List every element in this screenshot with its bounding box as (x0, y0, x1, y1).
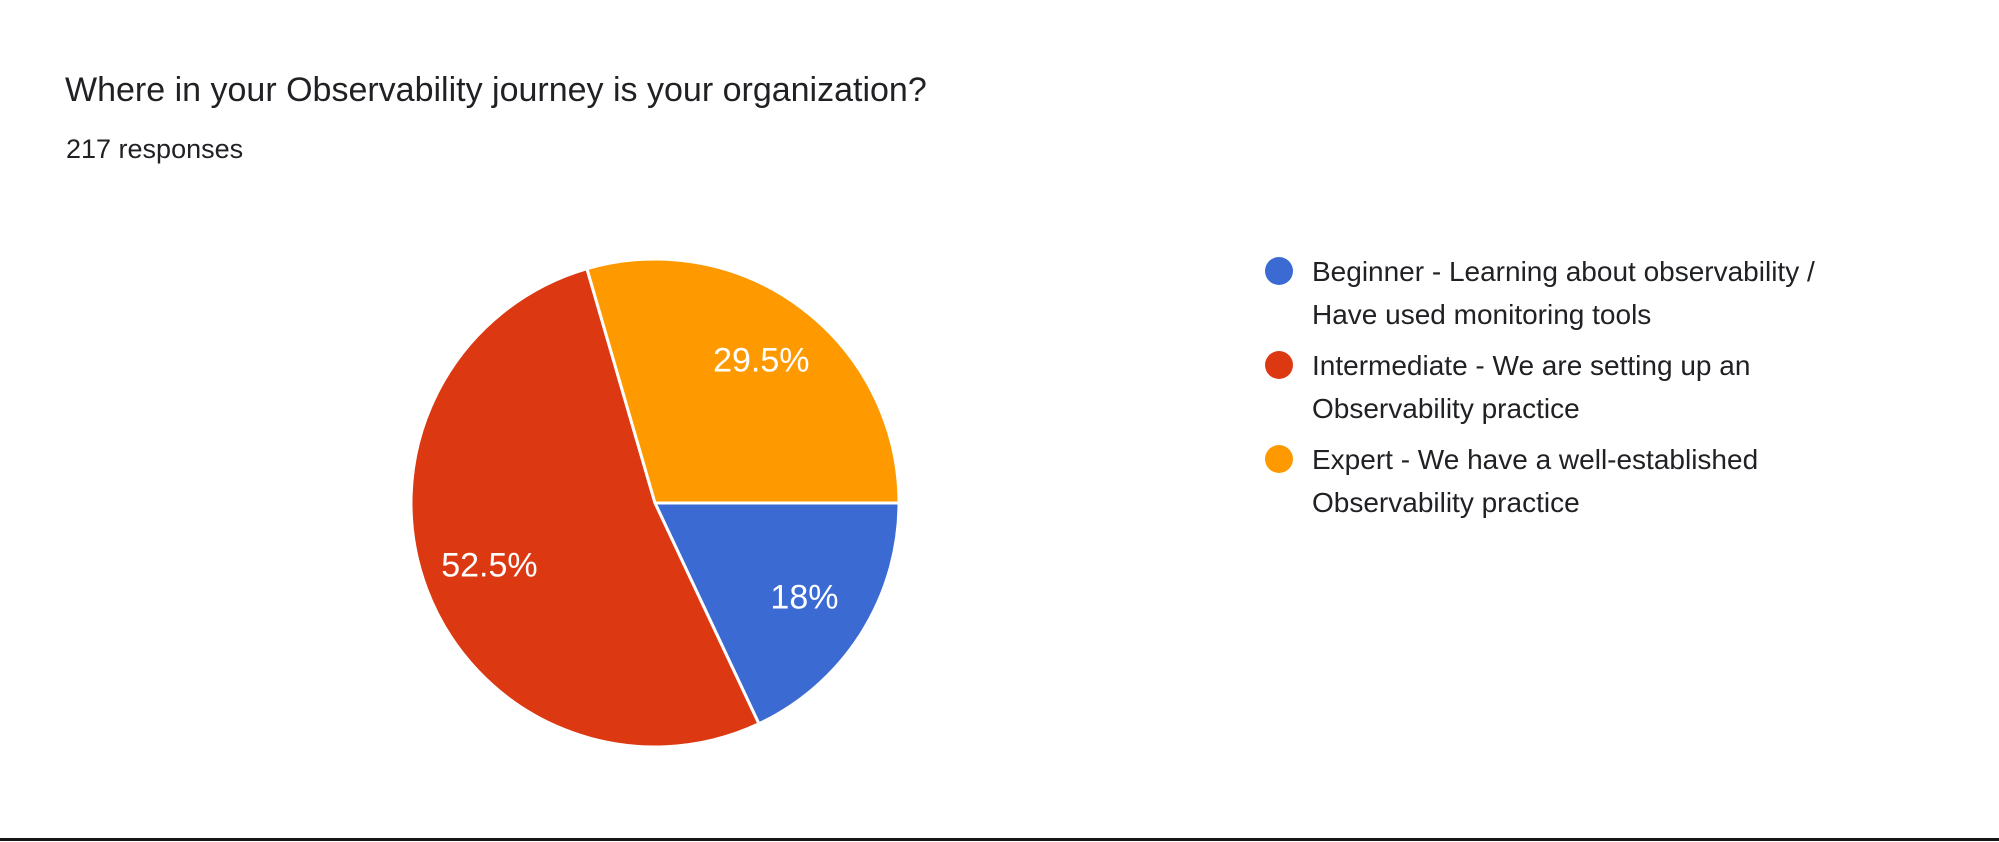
legend-swatch-icon (1265, 351, 1293, 379)
legend-item-1: Beginner - Learning about observability … (1265, 250, 1815, 336)
chart-legend: Beginner - Learning about observability … (1265, 250, 1815, 532)
legend-label: Expert - We have a well-established Obser… (1312, 438, 1758, 524)
page-title: Where in your Observability journey is y… (65, 71, 927, 109)
legend-label-line: Intermediate - We are setting up an (1312, 350, 1751, 381)
legend-item-2: Intermediate - We are setting up an Obser… (1265, 344, 1815, 430)
legend-label-line: Expert - We have a well-established (1312, 444, 1759, 475)
legend-swatch-icon (1265, 445, 1293, 473)
legend-label: Beginner - Learning about observability … (1312, 250, 1815, 336)
pie-slice-3[interactable] (585, 257, 901, 505)
pie-slice-2[interactable] (409, 267, 761, 749)
legend-swatch-icon (1265, 257, 1293, 285)
window-bottom-border (0, 838, 1999, 841)
legend-label-line: Observability practice (1312, 487, 1580, 518)
legend-label: Intermediate - We are setting up an Obser… (1312, 344, 1750, 430)
legend-item-3: Expert - We have a well-established Obser… (1265, 438, 1815, 524)
pie-svg[interactable] (409, 257, 901, 749)
response-count: 217 responses (66, 134, 244, 164)
legend-label-line: Have used monitoring tools (1312, 299, 1652, 330)
pie-chart[interactable]: 18% 52.5% 29.5% (409, 257, 901, 749)
pie-slice-1[interactable] (653, 501, 901, 726)
legend-label-line: Observability practice (1312, 393, 1580, 424)
legend-label-line: Beginner - Learning about observability … (1312, 256, 1815, 287)
